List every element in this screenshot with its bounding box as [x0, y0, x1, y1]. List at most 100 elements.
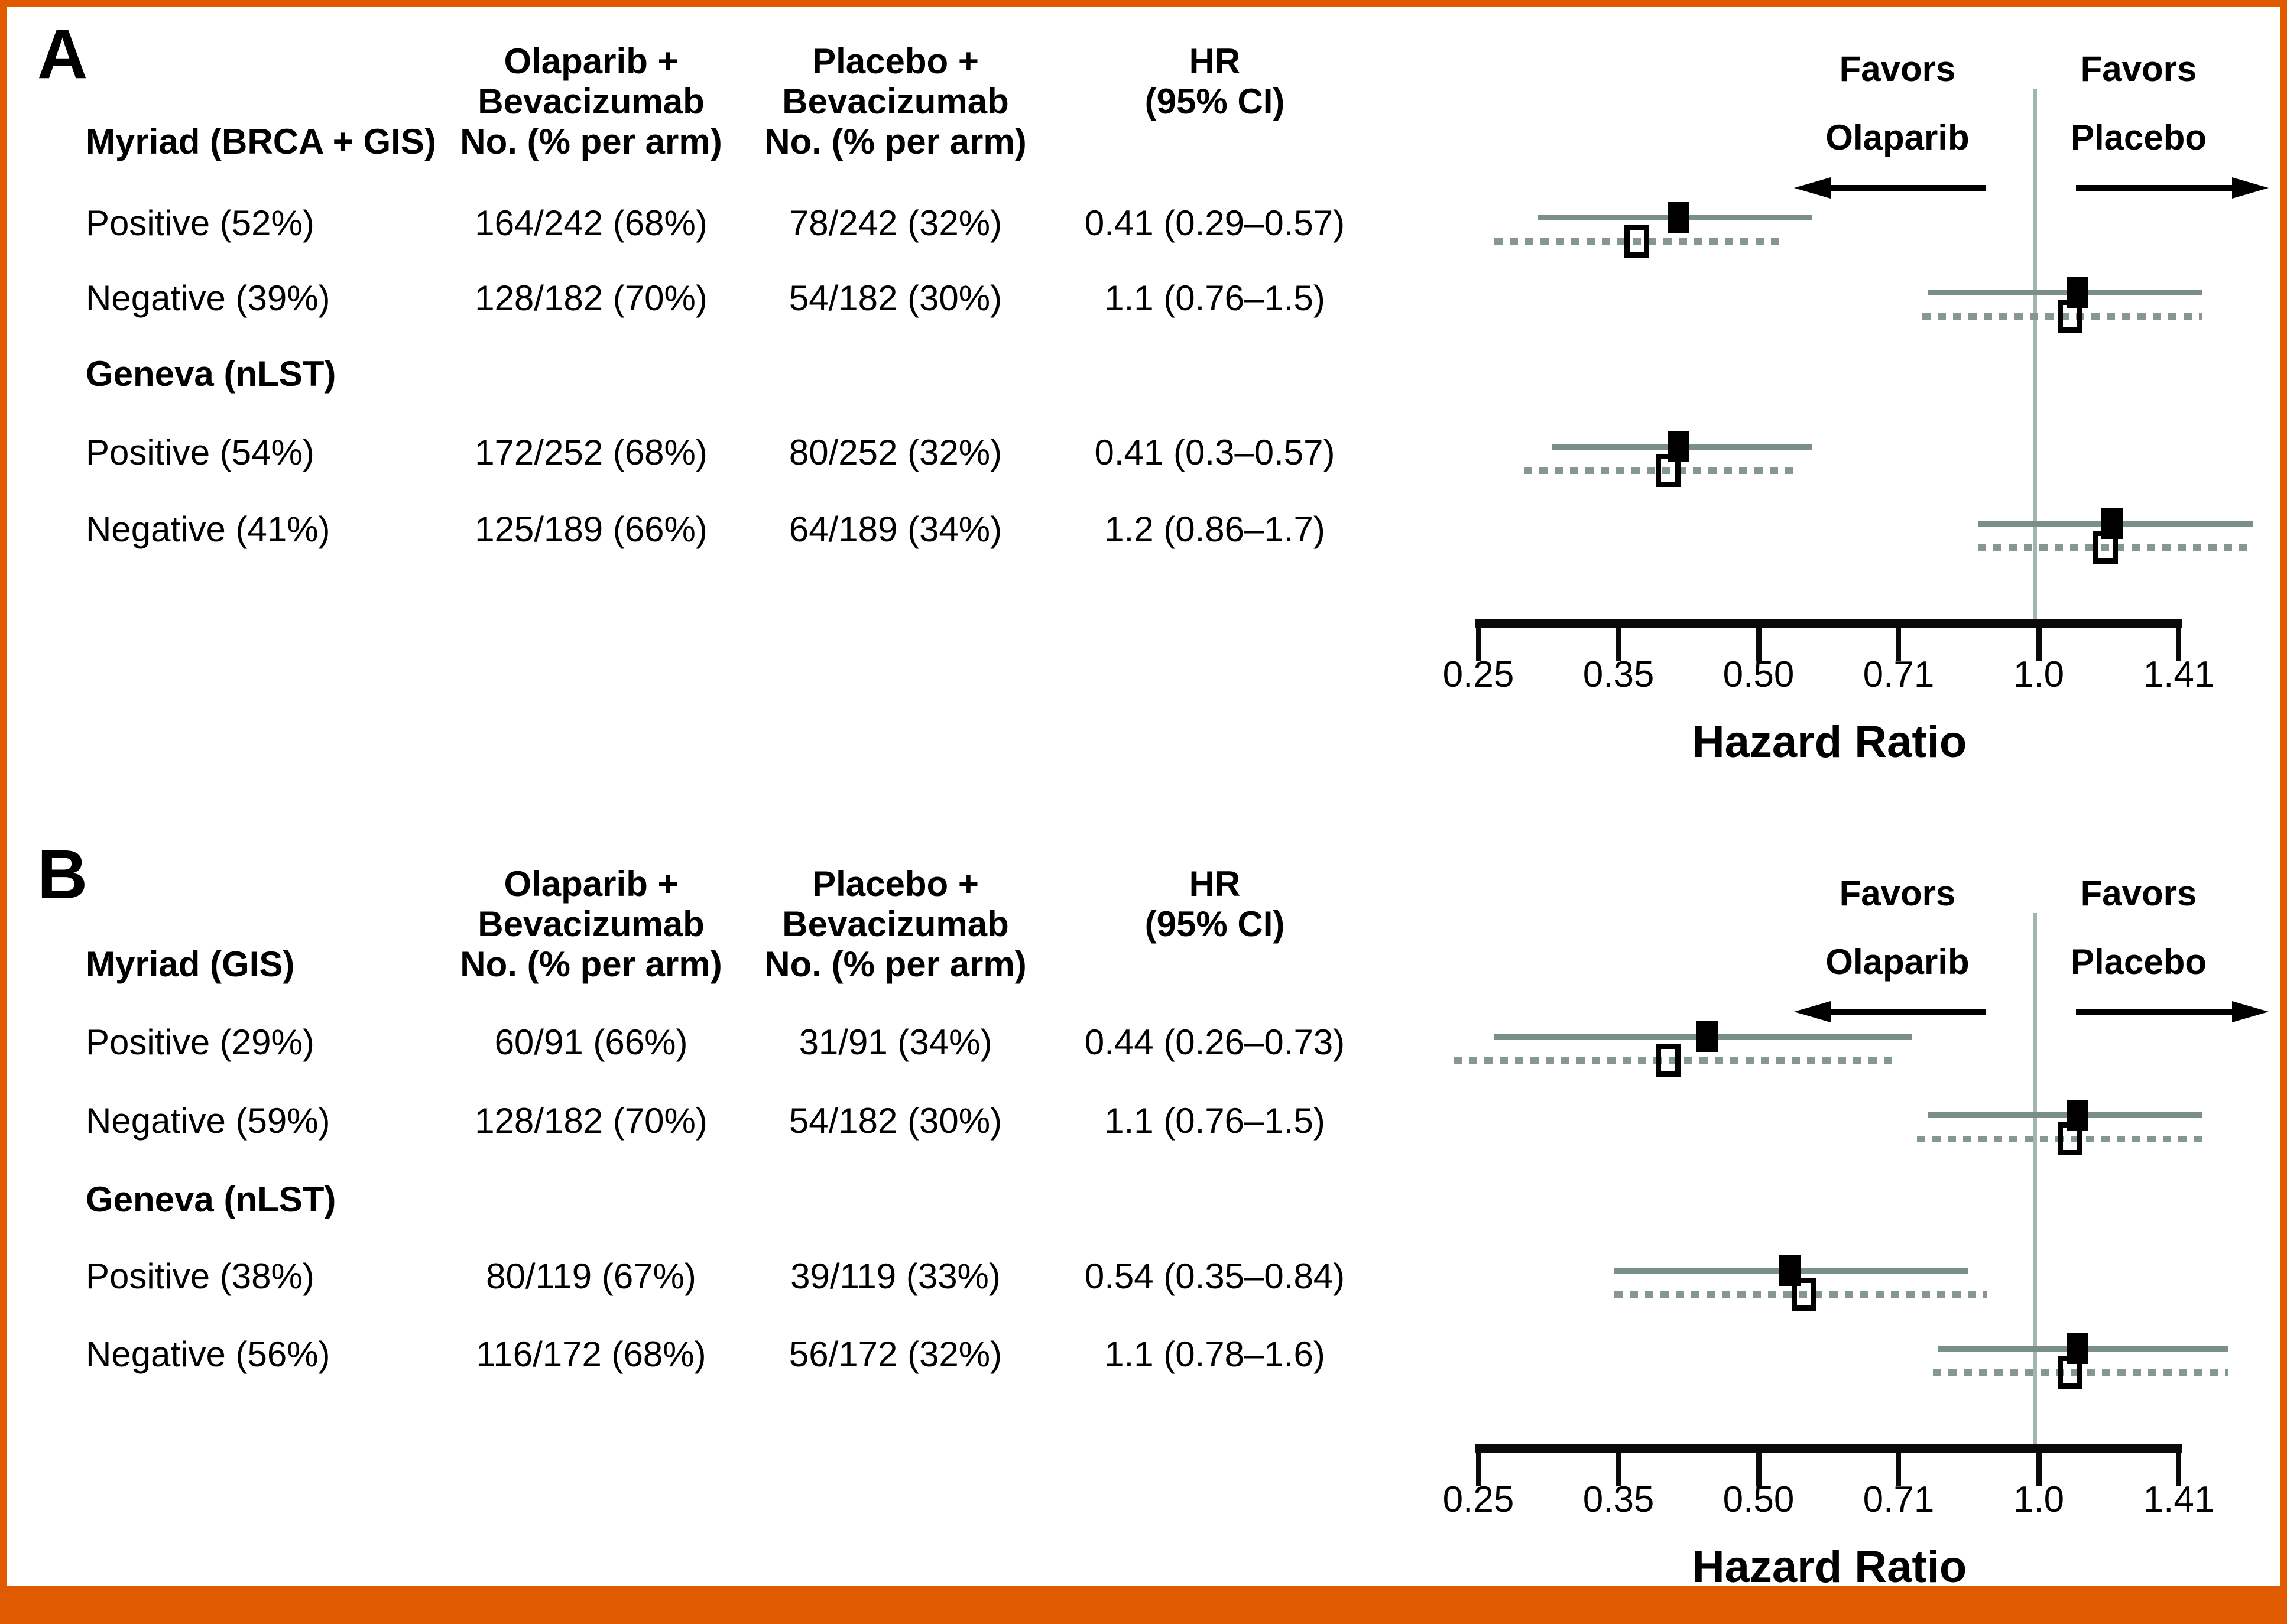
hr-marker-open-square	[2093, 531, 2119, 564]
row-label: Positive (29%)	[86, 1022, 314, 1062]
col-header-olaparib-line2: Bevacizumab	[478, 82, 705, 121]
hr-marker-filled-square	[1667, 202, 1689, 233]
row-placebo-value: 64/189 (34%)	[789, 509, 1003, 549]
row-placebo-value: 78/242 (32%)	[789, 203, 1003, 243]
row-placebo-value: 54/182 (30%)	[789, 278, 1003, 318]
x-axis-tick-label: 0.25	[1442, 654, 1514, 695]
row-hr-value: 1.1 (0.76–1.5)	[1104, 278, 1325, 318]
x-axis-tick-label: 1.41	[2143, 1479, 2215, 1520]
row-placebo-value: 80/252 (32%)	[789, 433, 1003, 472]
row-hr-value: 0.41 (0.29–0.57)	[1084, 203, 1345, 243]
col-header-placebo-line3: No. (% per arm)	[764, 122, 1027, 161]
col-header-hr-line1: HR	[1189, 41, 1241, 81]
row-olaparib-value: 60/91 (66%)	[494, 1022, 688, 1062]
row-placebo-value: 54/182 (30%)	[789, 1101, 1003, 1141]
x-axis-tick-label: 1.0	[2013, 654, 2065, 695]
x-axis-bar	[1475, 619, 2182, 628]
row-olaparib-value: 128/182 (70%)	[475, 1101, 708, 1141]
reference-line-hr1	[2033, 913, 2037, 1444]
row-olaparib-value: 128/182 (70%)	[475, 278, 708, 318]
ci-line-dashed	[1494, 238, 1782, 245]
row-label: Positive (54%)	[86, 433, 314, 472]
x-axis-tick	[2176, 1444, 2182, 1486]
x-axis-tick	[2036, 1444, 2042, 1486]
x-axis-tick	[1475, 619, 1481, 661]
x-axis-tick	[1756, 1444, 1762, 1486]
col-header-placebo-line1: Placebo +	[812, 41, 979, 81]
favors-placebo-arrow-shaft	[2076, 184, 2237, 191]
row-label: Negative (59%)	[86, 1101, 330, 1141]
row-olaparib-value: 125/189 (66%)	[475, 509, 708, 549]
favors-placebo-arrowhead-icon	[2232, 1001, 2269, 1022]
group-header-myriad: Myriad (GIS)	[86, 944, 295, 984]
favors-olaparib-label-line1: Favors	[1839, 49, 1956, 89]
row-olaparib-value: 80/119 (67%)	[486, 1256, 696, 1296]
favors-olaparib-label-line2: Olaparib	[1825, 942, 1970, 982]
x-axis-tick-label: 1.0	[2013, 1479, 2065, 1520]
x-axis-tick-label: 0.50	[1722, 654, 1795, 695]
col-header-hr-line1: HR	[1189, 864, 1241, 904]
col-header-placebo-line2: Bevacizumab	[782, 904, 1009, 944]
col-header-olaparib-line3: No. (% per arm)	[460, 122, 722, 161]
row-olaparib-value: 116/172 (68%)	[476, 1334, 706, 1374]
favors-olaparib-arrowhead-icon	[1794, 1001, 1831, 1022]
col-header-olaparib-line2: Bevacizumab	[478, 904, 705, 944]
x-axis-tick	[1896, 1444, 1902, 1486]
row-placebo-value: 56/172 (32%)	[789, 1334, 1003, 1374]
x-axis-tick-label: 0.25	[1442, 1479, 1514, 1520]
row-hr-value: 0.54 (0.35–0.84)	[1084, 1256, 1345, 1296]
x-axis-bar	[1475, 1444, 2182, 1453]
col-header-olaparib-line1: Olaparib +	[504, 864, 679, 904]
ci-line-dashed	[1614, 1291, 1987, 1298]
col-header-placebo-line1: Placebo +	[812, 864, 979, 904]
hr-marker-open-square	[1656, 1044, 1681, 1077]
favors-olaparib-arrow-shaft	[1826, 1008, 1986, 1015]
x-axis-tick	[2176, 619, 2182, 661]
x-axis-tick-label: 1.41	[2143, 654, 2215, 695]
group-header-myriad: Myriad (BRCA + GIS)	[86, 122, 436, 161]
x-axis-tick-label: 0.71	[1863, 1479, 1935, 1520]
row-placebo-value: 39/119 (33%)	[790, 1256, 1001, 1296]
ci-line-solid	[1928, 290, 2203, 295]
x-axis-tick	[2036, 619, 2042, 661]
hr-marker-filled-square	[1696, 1021, 1718, 1052]
hr-marker-open-square	[1792, 1278, 1817, 1311]
row-label: Negative (41%)	[86, 509, 330, 549]
col-header-hr-line2: (95% CI)	[1144, 82, 1285, 121]
favors-placebo-arrowhead-icon	[2232, 177, 2269, 199]
row-hr-value: 0.44 (0.26–0.73)	[1084, 1022, 1345, 1062]
hr-marker-open-square	[1624, 225, 1650, 258]
x-axis-tick-label: 0.71	[1863, 654, 1935, 695]
x-axis-tick-label: 0.35	[1582, 654, 1655, 695]
x-axis-tick-label: 0.50	[1722, 1479, 1795, 1520]
row-label: Negative (56%)	[86, 1334, 330, 1374]
favors-olaparib-label-line1: Favors	[1839, 873, 1956, 913]
col-header-olaparib-line3: No. (% per arm)	[460, 944, 722, 984]
hr-marker-open-square	[2057, 300, 2082, 333]
ci-line-solid	[1928, 1112, 2203, 1118]
reference-line-hr1	[2033, 89, 2037, 619]
col-header-placebo-line2: Bevacizumab	[782, 82, 1009, 121]
panel-label-a: A	[37, 15, 88, 93]
row-label: Positive (38%)	[86, 1256, 314, 1296]
ci-line-dashed	[1453, 1057, 1895, 1064]
favors-placebo-label-line2: Placebo	[2070, 942, 2207, 982]
x-axis-title: Hazard Ratio	[1692, 717, 1967, 767]
x-axis-tick-label: 0.35	[1582, 1479, 1655, 1520]
favors-placebo-arrow-shaft	[2076, 1008, 2237, 1015]
row-label: Negative (39%)	[86, 278, 330, 318]
col-header-hr-line2: (95% CI)	[1144, 904, 1285, 944]
row-placebo-value: 31/91 (34%)	[799, 1022, 992, 1062]
row-hr-value: 1.1 (0.76–1.5)	[1104, 1101, 1325, 1141]
row-olaparib-value: 164/242 (68%)	[475, 203, 708, 243]
row-hr-value: 1.1 (0.78–1.6)	[1104, 1334, 1325, 1374]
group-header-geneva: Geneva (nLST)	[86, 354, 336, 394]
x-axis-tick	[1616, 1444, 1621, 1486]
x-axis-tick	[1475, 1444, 1481, 1486]
favors-placebo-label-line1: Favors	[2080, 49, 2197, 89]
favors-placebo-label-line2: Placebo	[2070, 118, 2207, 157]
hr-marker-open-square	[2057, 1122, 2082, 1155]
panel-label-b: B	[37, 836, 88, 914]
hr-marker-open-square	[1656, 454, 1681, 487]
